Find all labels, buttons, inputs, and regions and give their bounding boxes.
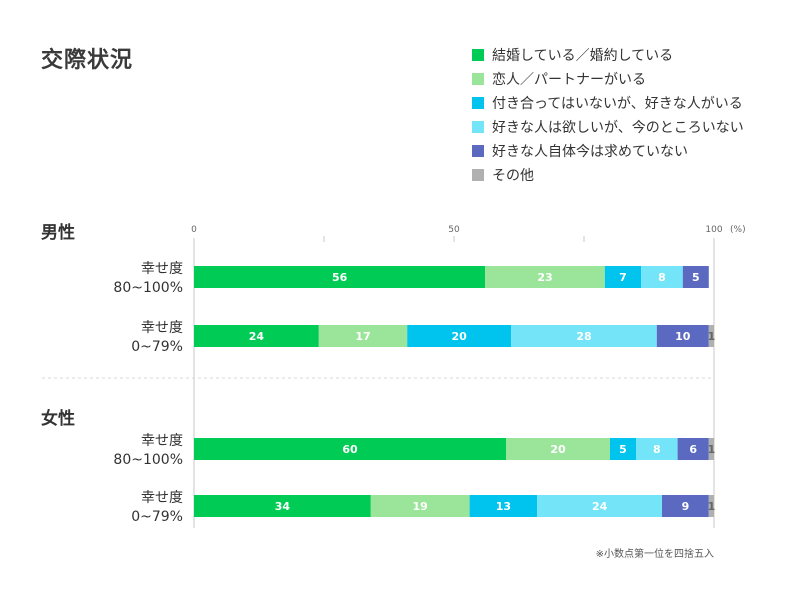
legend-label: 結婚している／婚約している [492, 48, 674, 64]
row-label: 幸せ度 [141, 433, 183, 449]
x-tick-label: 50 [448, 225, 460, 235]
row-label-range: 80~100% [113, 280, 183, 296]
row-label-range: 0~79% [131, 509, 183, 525]
bar-value-label: 1 [708, 500, 716, 513]
chart-title: 交際状況 [41, 48, 134, 73]
legend-label: 恋人／パートナーがいる [492, 72, 646, 88]
bar-segment [677, 438, 709, 460]
bar-value-label: 60 [342, 443, 358, 456]
row-label: 幸せ度 [141, 320, 183, 336]
bar-segment [194, 438, 506, 460]
legend-swatch [472, 73, 484, 85]
legend-swatch [472, 121, 484, 133]
bar-value-label: 56 [332, 271, 348, 284]
legend-item-want: 好きな人は欲しいが、今のところいない [472, 115, 744, 139]
legend-label: 付き合ってはいないが、好きな人がいる [492, 96, 743, 112]
bar-value-label: 6 [689, 443, 697, 456]
legend-swatch [472, 169, 484, 181]
legend-label: 好きな人自体今は求めていない [492, 144, 688, 160]
rounding-note: ※小数点第一位を四捨五入 [595, 549, 714, 560]
legend-item-not-seeking: 好きな人自体今は求めていない [472, 139, 744, 163]
bar-segment [318, 325, 408, 347]
bar-value-label: 20 [550, 443, 566, 456]
bar-value-label: 8 [658, 271, 666, 284]
bar-segment [682, 266, 709, 288]
bar-segment [641, 266, 683, 288]
bar-value-label: 5 [619, 443, 627, 456]
bar-segment [662, 495, 709, 517]
legend-label: その他 [492, 168, 534, 184]
x-tick-label: 0 [191, 225, 197, 235]
bar-value-label: 5 [692, 271, 700, 284]
bar-value-label: 9 [682, 500, 690, 513]
bar-segment [708, 438, 714, 460]
bar-value-label: 1 [708, 330, 716, 343]
bar-value-label: 23 [537, 271, 552, 284]
legend-item-married: 結婚している／婚約している [472, 43, 744, 67]
bar-value-label: 24 [249, 330, 265, 343]
bar-segment [708, 495, 714, 517]
bar-value-label: 24 [592, 500, 608, 513]
row-label-range: 0~79% [131, 339, 183, 355]
legend-item-crush: 付き合ってはいないが、好きな人がいる [472, 91, 744, 115]
bar-segment [506, 438, 610, 460]
x-unit-label: (%) [730, 225, 746, 235]
bar-value-label: 7 [619, 271, 627, 284]
x-tick-label: 100 [705, 225, 722, 235]
bar-segment [485, 266, 605, 288]
group-label: 女性 [41, 408, 75, 429]
bar-segment [537, 495, 662, 517]
group-label: 男性 [41, 222, 75, 243]
bar-value-label: 10 [675, 330, 691, 343]
row-label: 幸せ度 [141, 490, 183, 506]
bar-value-label: 28 [576, 330, 591, 343]
bar-segment [656, 325, 709, 347]
bar-segment [407, 325, 512, 347]
legend-item-partner: 恋人／パートナーがいる [472, 67, 744, 91]
legend-label: 好きな人は欲しいが、今のところいない [492, 120, 744, 136]
bar-segment [636, 438, 678, 460]
legend: 結婚している／婚約している 恋人／パートナーがいる 付き合ってはいないが、好きな… [472, 43, 744, 187]
row-label: 幸せ度 [141, 261, 183, 277]
bar-value-label: 13 [496, 500, 511, 513]
bar-segment [194, 325, 319, 347]
bar-segment [708, 325, 714, 347]
bar-value-label: 19 [413, 500, 428, 513]
bar-value-label: 20 [452, 330, 468, 343]
bar-value-label: 1 [708, 443, 716, 456]
bar-segment [370, 495, 470, 517]
legend-swatch [472, 97, 484, 109]
bar-value-label: 17 [355, 330, 370, 343]
legend-item-other: その他 [472, 163, 744, 187]
bar-value-label: 8 [653, 443, 661, 456]
bar-segment [511, 325, 657, 347]
bar-value-label: 34 [275, 500, 291, 513]
bar-segment [604, 266, 642, 288]
bar-segment [610, 438, 636, 460]
row-label-range: 80~100% [113, 452, 183, 468]
bar-segment [469, 495, 538, 517]
bar-segment [194, 495, 371, 517]
legend-swatch [472, 49, 484, 61]
legend-swatch [472, 145, 484, 157]
bar-segment [194, 266, 486, 288]
